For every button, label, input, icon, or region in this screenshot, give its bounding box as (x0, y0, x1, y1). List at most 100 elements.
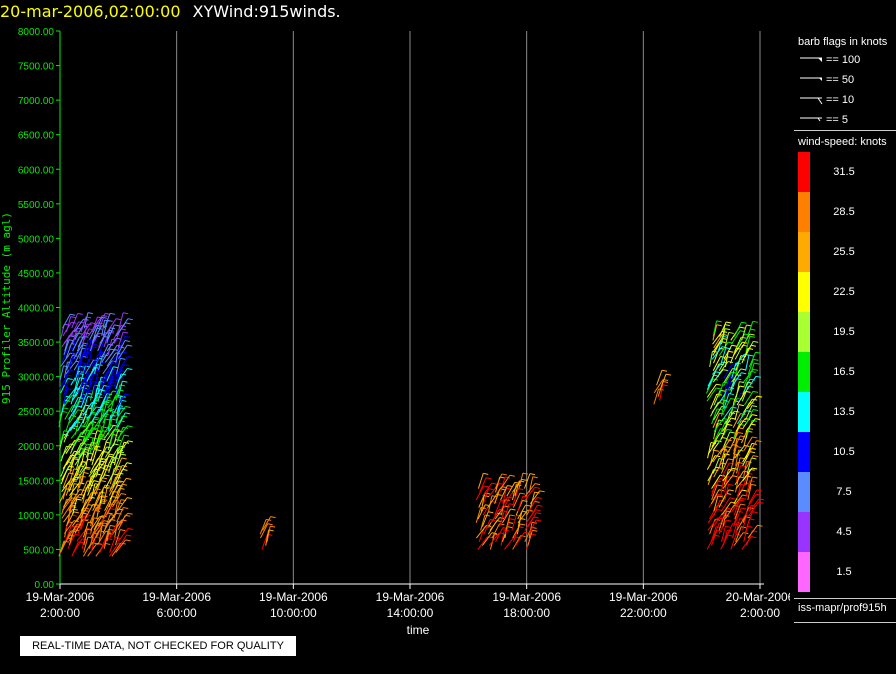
speed-bin-label: 13.5 (833, 406, 855, 418)
wind-barb (93, 515, 103, 530)
speed-bin-label: 25.5 (833, 246, 855, 258)
wind-barb (107, 418, 113, 435)
wind-barb (106, 499, 115, 515)
wind-barb (111, 542, 122, 557)
wind-barb (72, 336, 81, 352)
x-tick-date: 19-Mar-2006 (259, 590, 328, 604)
wind-barb (107, 344, 118, 359)
wind-barb (74, 325, 84, 340)
x-tick-date: 19-Mar-2006 (26, 590, 95, 604)
barb-flag (116, 344, 123, 347)
speed-color-swatch (798, 312, 810, 352)
wind-barb (713, 334, 723, 349)
wind-barb (724, 484, 729, 501)
wind-barb (108, 355, 117, 371)
wind-barb (262, 516, 272, 531)
wind-barb (101, 319, 106, 336)
wind-barb (731, 368, 742, 383)
wind-barb (109, 430, 115, 447)
wind-barb (107, 324, 115, 340)
wind-barb (720, 458, 729, 474)
wind-barb (76, 453, 82, 470)
wind-barb (80, 514, 87, 530)
wind-barb (494, 500, 502, 516)
barb-flag (68, 472, 74, 475)
barb-flag (728, 331, 734, 334)
wind-barb (517, 509, 529, 524)
wind-barb (722, 398, 732, 413)
wind-barb (265, 529, 270, 546)
wind-barb (72, 498, 78, 515)
barb-flag (534, 500, 540, 503)
wind-barb (713, 512, 723, 527)
wind-barb (109, 537, 116, 553)
barb-flag-label: == 50 (826, 74, 855, 86)
wind-barb (748, 501, 759, 516)
wind-barb (741, 386, 749, 402)
barb-flag (746, 324, 752, 327)
wind-profile-chart: 0.00 500.00 1000.00 1500.00 2000.00 2500.00 30… (0, 27, 790, 637)
wind-barb (74, 418, 80, 435)
barb-flag (101, 426, 107, 429)
wind-barb (481, 532, 493, 546)
barb-flag (741, 336, 747, 339)
wind-barb (118, 462, 128, 477)
barb-flag (67, 347, 74, 350)
wind-barb (73, 442, 82, 458)
wind-barb (735, 359, 741, 375)
barb-flag (120, 328, 127, 331)
wind-barb (481, 511, 489, 527)
wind-barb (733, 427, 740, 444)
wind-barb (99, 375, 110, 390)
wind-barb (102, 453, 110, 470)
barb-flag (485, 477, 492, 480)
barb-flag (754, 362, 760, 365)
x-tick-date: 19-Mar-2006 (142, 590, 211, 604)
barb-flag (124, 393, 130, 396)
y-tick-label: 1500.00 (18, 476, 55, 487)
barb-flag (74, 533, 80, 536)
wind-barb (736, 391, 746, 406)
wind-barb (720, 497, 731, 512)
barb-flag (105, 542, 111, 545)
wind-barb (736, 482, 747, 497)
barb-flag (731, 344, 737, 347)
wind-barb (723, 444, 734, 459)
barb-flag (756, 489, 762, 492)
barb-flag (718, 419, 724, 422)
wind-barb (59, 430, 65, 447)
barb-flag (90, 432, 97, 435)
wind-barb (711, 399, 722, 413)
wind-barb (117, 512, 129, 527)
wind-barb (733, 435, 741, 451)
wind-barb (82, 323, 88, 340)
wind-barb (707, 517, 719, 531)
wind-barb (109, 522, 118, 538)
barb-flag (73, 511, 79, 514)
barb-flag (112, 390, 118, 393)
speed-bin-label: 19.5 (833, 326, 855, 338)
wind-barb (748, 498, 760, 512)
barb-flag (92, 437, 99, 440)
barb-flag (120, 407, 126, 410)
wind-barb (62, 472, 70, 489)
wind-barb (86, 406, 97, 420)
wind-barb (82, 521, 89, 538)
wind-barb (65, 415, 72, 432)
wind-barb (82, 396, 89, 413)
wind-barb (706, 383, 717, 398)
wind-barb (92, 315, 103, 329)
wind-barb (511, 514, 517, 531)
wind-barb (80, 370, 90, 386)
wind-barb (102, 381, 110, 397)
wind-barb (90, 522, 99, 538)
wind-barb (106, 337, 117, 352)
wind-barb (78, 436, 88, 451)
barb-flag (509, 518, 515, 521)
wind-barb (73, 413, 83, 428)
wind-barb (489, 517, 500, 531)
barb-flag (87, 312, 94, 315)
wind-barb (724, 505, 735, 520)
chart-title: 20-mar-2006,02:00:00 XYWind:915winds. (0, 0, 341, 24)
wind-barb (94, 480, 102, 496)
